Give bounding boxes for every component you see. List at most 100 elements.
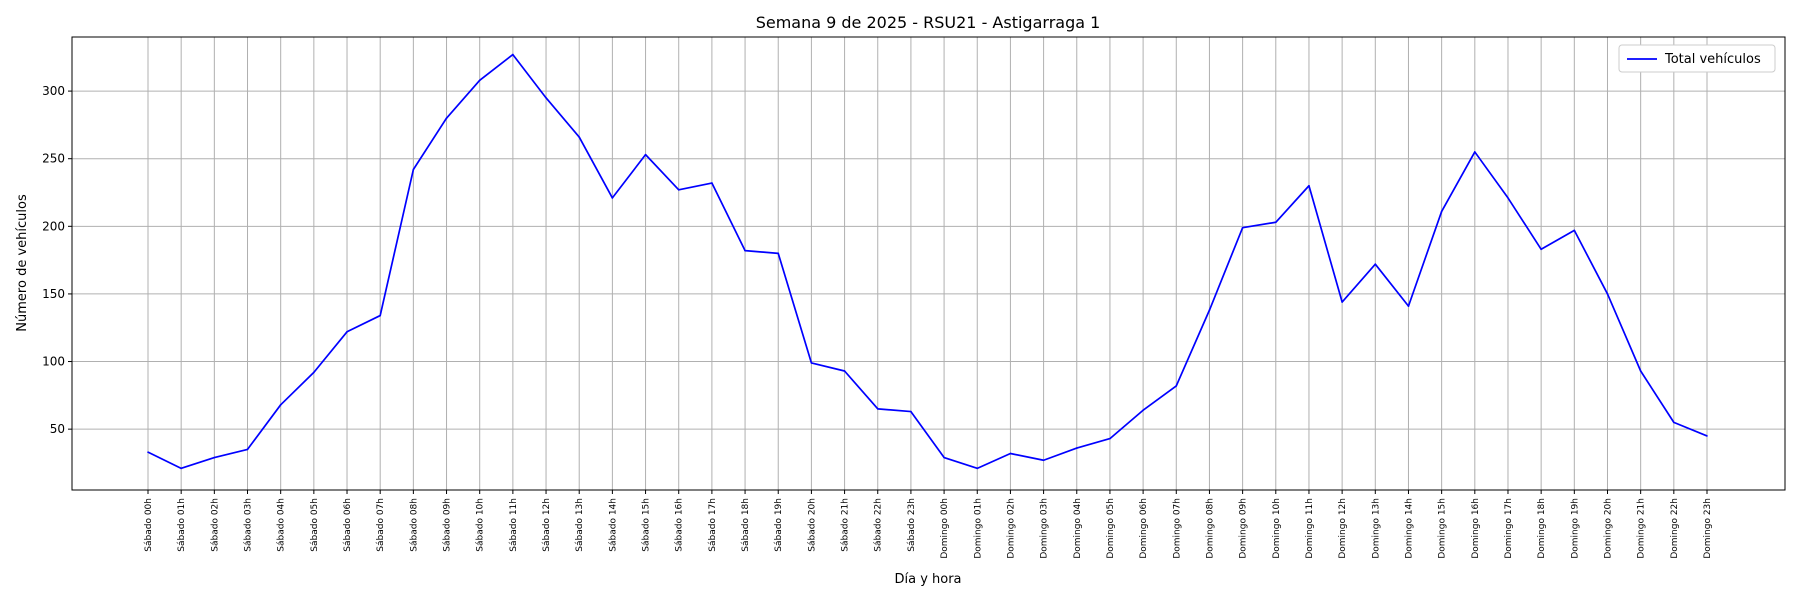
x-tick-label: Domingo 23h [1703, 498, 1713, 559]
x-tick-label: Sábado 15h [642, 498, 652, 552]
data-point [910, 410, 912, 413]
x-tick-label: Domingo 18h [1537, 498, 1547, 559]
x-tick-label: Sábado 22h [874, 498, 884, 552]
data-point [180, 467, 182, 470]
y-tick-label: 50 [50, 422, 65, 436]
x-tick-label: Sábado 03h [244, 498, 254, 552]
x-tick-label: Sábado 10h [476, 498, 486, 552]
data-point [346, 330, 348, 333]
x-tick-label: Sábado 19h [774, 498, 784, 552]
x-tick-label: Sábado 23h [907, 498, 917, 552]
data-point [1208, 309, 1211, 311]
data-point [677, 189, 680, 191]
x-tick-label: Sábado 14h [608, 498, 618, 552]
x-tick-label: Domingo 10h [1272, 498, 1282, 559]
y-tick-label: 100 [42, 355, 65, 369]
data-point [644, 153, 647, 156]
data-point [1540, 248, 1542, 251]
x-tick-label: Sábado 00h [144, 498, 154, 552]
legend-box [1618, 44, 1776, 73]
plot-area [71, 36, 1786, 491]
data-point [512, 53, 514, 56]
data-point [1639, 370, 1642, 372]
x-tick-label: Domingo 00h [940, 498, 950, 559]
data-point [1075, 447, 1078, 449]
x-tick-label: Domingo 09h [1239, 498, 1249, 559]
data-point [1374, 263, 1377, 265]
x-tick-label: Domingo 20h [1603, 498, 1613, 559]
data-point [213, 456, 216, 459]
x-tick-label: Sábado 17h [708, 498, 718, 552]
series-line-0 [147, 53, 1708, 470]
data-point [1706, 435, 1708, 437]
data-point [412, 168, 415, 171]
legend-label: Total vehículos [1664, 52, 1761, 67]
x-tick-label: Sábado 05h [310, 498, 320, 552]
data-point [1274, 221, 1277, 224]
x-tick-label: Sábado 12h [542, 498, 552, 552]
data-point [744, 249, 746, 252]
data-point [1474, 151, 1476, 153]
x-tick-label: Domingo 11h [1305, 498, 1315, 559]
x-tick-label: Domingo 13h [1371, 498, 1381, 559]
data-point [478, 79, 481, 82]
x-tick-label: Sábado 18h [741, 498, 751, 552]
data-point [843, 370, 846, 372]
data-point [1673, 421, 1675, 424]
y-tick-label: 300 [42, 84, 65, 98]
x-tick-label: Domingo 15h [1438, 498, 1448, 559]
data-point [1175, 385, 1178, 387]
x-tick-label: Domingo 06h [1139, 498, 1149, 559]
x-tick-label: Sábado 06h [343, 498, 353, 552]
y-axis-label: Número de vehículos [15, 194, 30, 332]
x-tick-label: Sábado 13h [575, 498, 585, 552]
data-point [611, 197, 614, 199]
data-point [1308, 184, 1310, 187]
data-point [943, 456, 945, 459]
data-point [1042, 459, 1045, 462]
x-tick-label: Domingo 03h [1040, 498, 1050, 559]
data-point [1440, 210, 1443, 213]
y-tick-label: 250 [42, 152, 65, 166]
x-tick-label: Sábado 20h [807, 498, 817, 552]
data-point [1341, 301, 1343, 303]
data-point [1009, 452, 1012, 455]
x-tick-label: Domingo 14h [1404, 498, 1414, 559]
x-axis-ticks: Sábado 00h Sábado 01h Sábado 02h Sábado 03h… [144, 490, 1713, 559]
legend: Total vehículos [1618, 44, 1776, 73]
x-tick-label: Domingo 07h [1172, 498, 1182, 559]
data-point [379, 314, 381, 317]
x-tick-label: Sábado 08h [409, 498, 419, 552]
x-tick-label: Sábado 01h [177, 498, 187, 552]
data-point [1241, 226, 1244, 229]
x-tick-label: Domingo 19h [1570, 498, 1580, 559]
data-point [545, 97, 547, 99]
x-tick-label: Domingo 02h [1006, 498, 1016, 559]
data-point [1606, 293, 1609, 295]
series-lines [147, 53, 1708, 470]
x-tick-label: Sábado 21h [841, 498, 851, 552]
data-point [810, 362, 813, 364]
x-tick-label: Sábado 04h [277, 498, 287, 552]
grid-lines [72, 37, 1785, 490]
x-tick-label: Domingo 04h [1073, 498, 1083, 559]
x-tick-label: Domingo 22h [1670, 498, 1680, 559]
data-point [313, 371, 315, 374]
data-point [711, 182, 713, 184]
x-tick-label: Sábado 02h [210, 498, 220, 552]
data-point [1507, 197, 1509, 199]
x-tick-label: Domingo 05h [1106, 498, 1116, 559]
data-point [876, 408, 879, 410]
data-point [976, 467, 979, 470]
x-tick-label: Sábado 07h [376, 498, 386, 552]
x-tick-label: Domingo 16h [1471, 498, 1481, 559]
data-point [147, 451, 149, 453]
data-point [578, 136, 581, 138]
x-tick-label: Domingo 17h [1504, 498, 1514, 559]
x-tick-label: Sábado 11h [509, 498, 519, 552]
x-axis-label: Día y hora [894, 572, 961, 587]
y-tick-label: 150 [42, 287, 65, 301]
x-tick-label: Domingo 08h [1205, 498, 1215, 559]
data-point [1142, 409, 1144, 412]
